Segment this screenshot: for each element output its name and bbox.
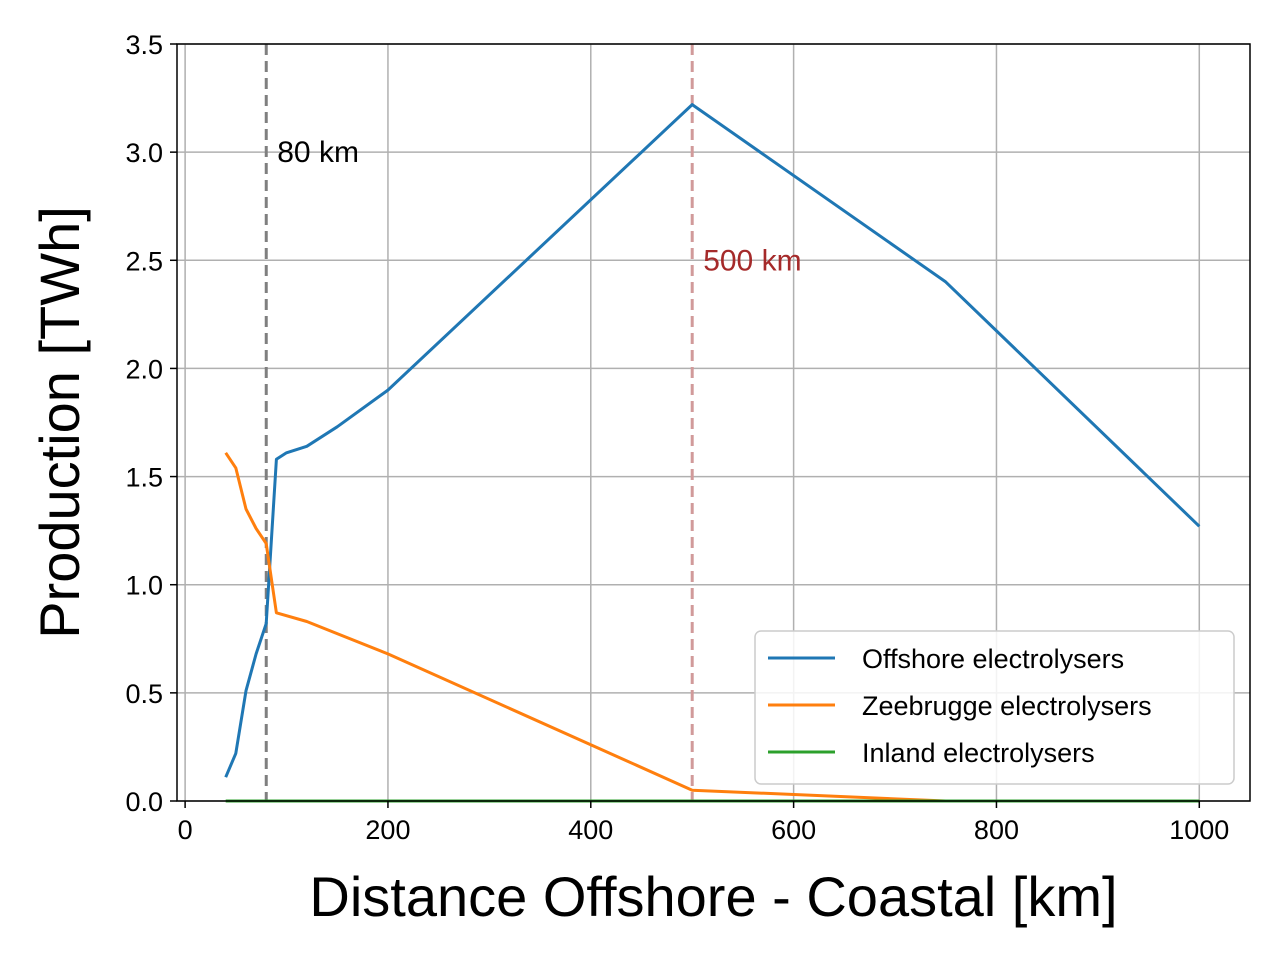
legend-box <box>754 630 1235 785</box>
y-tick-label: 2.0 <box>125 354 163 384</box>
reference-line-label: 80 km <box>277 136 359 169</box>
series-line <box>224 451 1200 803</box>
x-tick-label: 0 <box>178 815 193 845</box>
x-tick-label: 1000 <box>1169 815 1229 845</box>
series-line <box>224 103 1201 778</box>
x-tick-label: 400 <box>568 815 613 845</box>
legend-entry: Offshore electrolysers <box>862 644 1124 674</box>
x-tick-label: 800 <box>974 815 1019 845</box>
reference-lines: 80 km 500 km <box>264 44 802 801</box>
axis-ticks: 0 200 400 600 800 1000 0.0 0.5 1.0 1.5 2.0 2.5 3.0 3.… <box>125 30 1229 845</box>
legend: Offshore electrolysers Zeebrugge electrol… <box>754 630 1235 785</box>
y-axis-label: Production [TWh] <box>28 206 91 639</box>
y-tick-label: 1.0 <box>125 571 163 601</box>
y-tick-label: 3.5 <box>125 30 163 60</box>
x-tick-label: 600 <box>771 815 816 845</box>
x-axis-label: Distance Offshore - Coastal [km] <box>309 865 1117 928</box>
legend-entry: Inland electrolysers <box>862 738 1095 768</box>
legend-entry: Zeebrugge electrolysers <box>862 691 1152 721</box>
y-tick-label: 0.0 <box>125 787 163 817</box>
y-tick-label: 2.5 <box>125 246 163 276</box>
plot-frame <box>176 43 1251 802</box>
y-tick-label: 0.5 <box>125 679 163 709</box>
y-tick-label: 3.0 <box>125 138 163 168</box>
x-tick-label: 200 <box>365 815 410 845</box>
y-tick-label: 1.5 <box>125 463 163 493</box>
reference-line-label: 500 km <box>703 244 801 277</box>
